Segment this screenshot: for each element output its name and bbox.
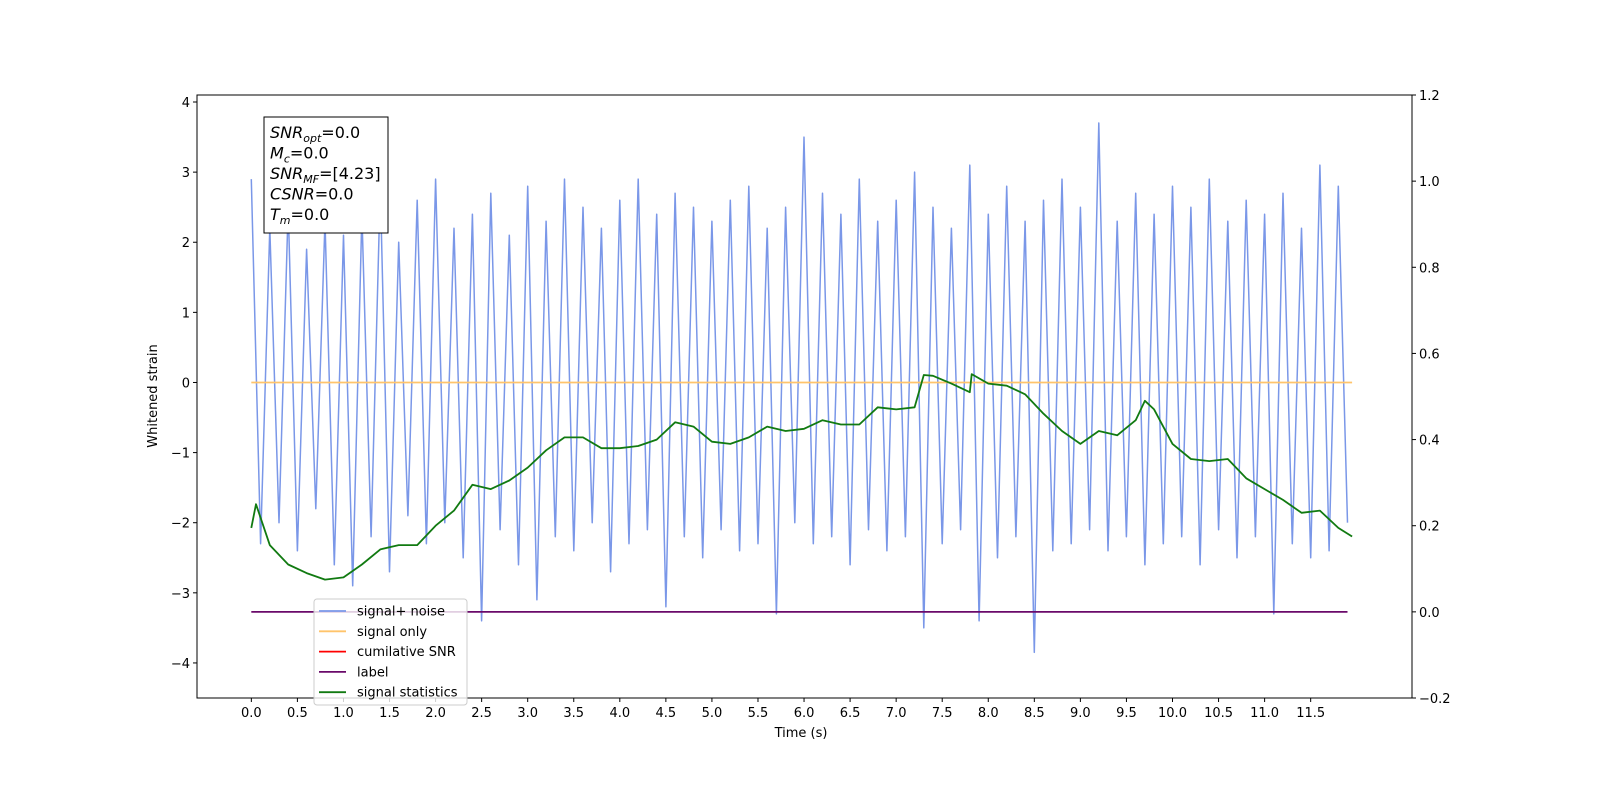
stats-sub: m xyxy=(280,214,291,227)
stats-symbol: SNR xyxy=(270,164,303,183)
x-tick-label: 3.0 xyxy=(517,706,538,721)
stats-value: =0.0 xyxy=(291,205,330,224)
x-tick-label: 2.5 xyxy=(471,706,492,721)
y-tick-label: −2 xyxy=(171,517,190,532)
x-tick-label: 0.5 xyxy=(287,706,308,721)
stats-value: =0.0 xyxy=(321,123,360,142)
y-tick-label: −3 xyxy=(171,587,190,602)
x-tick-label: 11.5 xyxy=(1296,706,1325,721)
x-tick-label: 4.0 xyxy=(609,706,630,721)
stats-sub: MF xyxy=(303,173,319,186)
stats-line: Tm=0.0 xyxy=(270,205,329,227)
x-axis-label: Time (s) xyxy=(774,726,828,741)
legend-label: signal only xyxy=(357,625,427,640)
y2-tick-label: 0.6 xyxy=(1419,347,1440,362)
x-tick-label: 7.5 xyxy=(932,706,953,721)
stats-value: =0.0 xyxy=(290,144,329,163)
legend: signal+ noise signal only cumilative SNR la… xyxy=(313,598,468,706)
x-tick-label: 9.5 xyxy=(1116,706,1137,721)
stats-line: SNRMF=[4.23] xyxy=(270,164,381,186)
y2-tick-label: 0.4 xyxy=(1419,434,1440,449)
x-tick-label: 4.5 xyxy=(656,706,677,721)
x-tick-label: 1.5 xyxy=(379,706,400,721)
stats-value: =0.0 xyxy=(315,185,354,204)
x-tick-label: 6.5 xyxy=(840,706,861,721)
legend-label: signal+ noise xyxy=(357,605,445,620)
stats-symbol: T xyxy=(270,205,281,224)
y-tick-label: 4 xyxy=(182,96,190,111)
y-tick-label: 2 xyxy=(182,236,190,251)
y-tick-label: −4 xyxy=(171,657,190,672)
stats-sub: c xyxy=(284,153,290,166)
legend-label: signal statistics xyxy=(357,686,458,701)
stats-line: SNRopt=0.0 xyxy=(270,123,360,145)
y2-tick-label: 1.0 xyxy=(1419,175,1440,190)
x-tick-label: 6.0 xyxy=(794,706,815,721)
legend-label: label xyxy=(357,665,388,680)
x-tick-label: 8.5 xyxy=(1024,706,1045,721)
x-tick-label: 5.5 xyxy=(748,706,769,721)
y-tick-label: 3 xyxy=(182,166,190,181)
stats-box: SNRopt=0.0Mc=0.0SNRMF=[4.23]CSNR=0.0Tm=0… xyxy=(263,116,389,234)
x-tick-label: 10.0 xyxy=(1158,706,1187,721)
y-tick-label: −1 xyxy=(171,447,190,462)
stats-symbol: M xyxy=(270,144,284,163)
x-tick-label: 10.5 xyxy=(1204,706,1233,721)
y2-tick-label: 0.8 xyxy=(1419,261,1440,276)
y2-tick-label: 1.2 xyxy=(1419,89,1440,104)
stats-symbol: SNR xyxy=(270,123,303,142)
x-tick-label: 1.0 xyxy=(333,706,354,721)
x-tick-label: 0.0 xyxy=(241,706,262,721)
x-tick-label: 2.0 xyxy=(425,706,446,721)
stats-box-frame xyxy=(263,116,389,234)
y2-tick-label: 0.0 xyxy=(1419,606,1440,621)
x-tick-label: 3.5 xyxy=(563,706,584,721)
stats-symbol: CSNR xyxy=(270,185,315,204)
y2-tick-label: 0.2 xyxy=(1419,520,1440,535)
y-tick-label: 1 xyxy=(182,306,190,321)
stats-line: CSNR=0.0 xyxy=(270,185,354,204)
stats-line: Mc=0.0 xyxy=(270,144,329,166)
y-axis-label: Whitened strain xyxy=(146,344,161,447)
legend-frame xyxy=(313,598,468,706)
series-line xyxy=(250,373,1353,581)
y-tick-label: 0 xyxy=(182,376,190,391)
stats-sub: opt xyxy=(303,132,322,145)
x-tick-label: 11.0 xyxy=(1250,706,1279,721)
x-tick-label: 9.0 xyxy=(1070,706,1091,721)
stats-value: =[4.23] xyxy=(319,164,381,183)
y2-tick-label: −0.2 xyxy=(1419,692,1451,707)
x-tick-label: 5.0 xyxy=(702,706,723,721)
series-line xyxy=(250,122,1349,654)
x-tick-label: 7.0 xyxy=(886,706,907,721)
x-tick-label: 8.0 xyxy=(978,706,999,721)
legend-label: cumilative SNR xyxy=(357,645,456,660)
